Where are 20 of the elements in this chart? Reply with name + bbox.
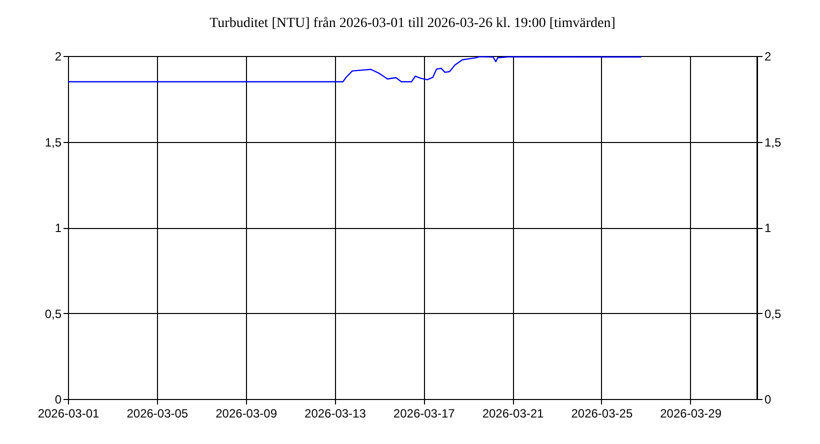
y2-tick-label: 0 — [764, 392, 772, 406]
y2-tick-label: 1 — [764, 221, 772, 235]
y-tick-label: 0 — [54, 392, 62, 406]
x-tick-label: 2026-03-09 — [216, 406, 278, 420]
line-series — [67, 56, 642, 82]
x-tick-label: 2026-03-01 — [38, 406, 100, 420]
y2-tick-label: 1,5 — [764, 135, 782, 150]
x-tick-label: 2026-03-21 — [482, 406, 544, 420]
x-tick-label: 2026-03-13 — [304, 406, 366, 420]
y2-tick-label: 0,5 — [764, 306, 782, 321]
y2-tick-label: 2 — [764, 50, 772, 64]
y-tick-label: 1 — [54, 221, 62, 235]
chart-title: Turbuditet [NTU] från 2026-03-01 till 2026-03-26 kl. 19:00 [timvärden] — [210, 16, 616, 31]
x-tick-label: 2026-03-29 — [660, 406, 722, 420]
y-tick-label: 2 — [54, 50, 62, 64]
x-tick-label: 2026-03-05 — [126, 406, 188, 420]
y-tick-label: 1,5 — [44, 135, 62, 150]
y-tick-label: 0,5 — [44, 306, 62, 321]
x-tick-label: 2026-03-17 — [393, 406, 456, 420]
x-tick-label: 2026-03-25 — [571, 406, 633, 420]
